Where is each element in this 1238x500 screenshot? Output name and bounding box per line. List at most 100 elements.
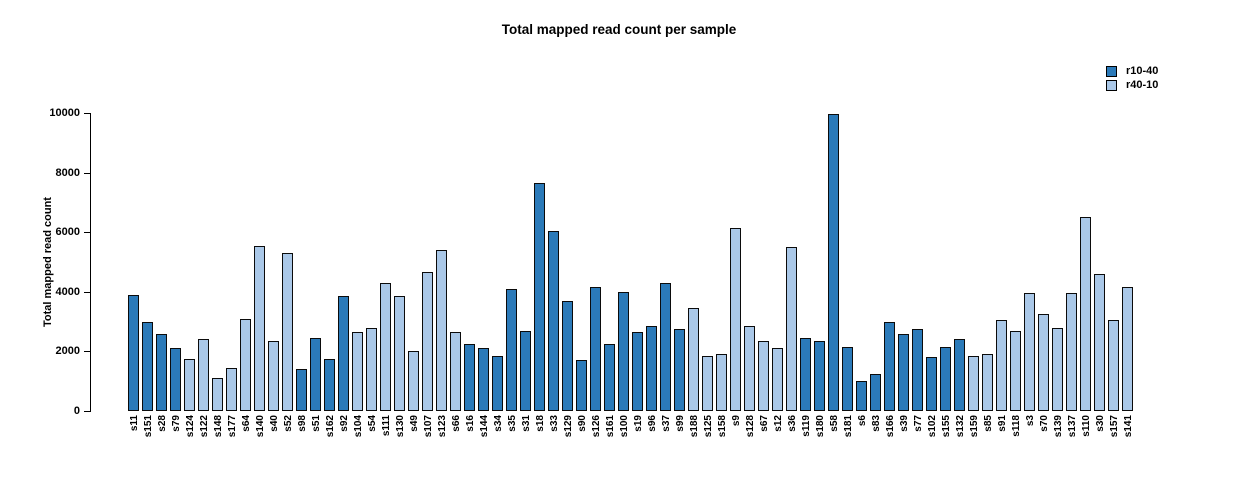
- x-tick-label-s99: s99: [675, 415, 686, 432]
- x-tick-label-s31: s31: [521, 415, 532, 432]
- bar-column: [520, 331, 534, 411]
- bar-s111: [380, 283, 391, 411]
- x-tick-label-s91: s91: [997, 415, 1008, 432]
- bar-s177: [226, 368, 237, 411]
- bar-column: [506, 289, 520, 411]
- bar-s166: [884, 322, 895, 411]
- y-tick-mark: [84, 232, 90, 233]
- bar-s128: [744, 326, 755, 411]
- x-tick-label-s18: s18: [535, 415, 546, 432]
- bar-column: [394, 296, 408, 411]
- y-tick-label: 8000: [55, 167, 80, 179]
- x-label-column: s139: [1052, 415, 1066, 470]
- x-label-column: s19: [632, 415, 646, 470]
- x-label-column: s12: [772, 415, 786, 470]
- bar-s36: [786, 247, 797, 411]
- bar-column: [800, 338, 814, 411]
- x-label-column: s141: [1122, 415, 1136, 470]
- bar-column: [436, 250, 450, 411]
- x-tick-label-s126: s126: [591, 415, 602, 438]
- y-tick-label: 6000: [55, 226, 80, 238]
- y-tick-mark: [84, 173, 90, 174]
- legend-label-r40-10: r40-10: [1126, 78, 1159, 91]
- legend-row-r10-40: r10-40: [1106, 64, 1158, 78]
- bar-s158: [716, 354, 727, 411]
- bar-column: [1038, 314, 1052, 411]
- bar-column: [240, 319, 254, 411]
- x-label-column: s102: [926, 415, 940, 470]
- legend: r10-40 r40-10: [1106, 64, 1158, 92]
- x-tick-label-s188: s188: [689, 415, 700, 438]
- x-tick-label-s79: s79: [171, 415, 182, 432]
- bar-column: [856, 381, 870, 411]
- x-tick-label-s132: s132: [955, 415, 966, 438]
- x-label-column: s123: [436, 415, 450, 470]
- bar-s30: [1094, 274, 1105, 411]
- x-label-column: s35: [506, 415, 520, 470]
- x-label-column: s157: [1108, 415, 1122, 470]
- x-tick-label-s177: s177: [227, 415, 238, 438]
- bar-column: [408, 351, 422, 411]
- x-label-column: s54: [366, 415, 380, 470]
- bar-column: [184, 359, 198, 411]
- x-tick-label-s40: s40: [269, 415, 280, 432]
- bar-s3: [1024, 293, 1035, 411]
- bar-s162: [324, 359, 335, 411]
- bar-s99: [674, 329, 685, 411]
- bar-s122: [198, 339, 209, 411]
- x-tick-label-s104: s104: [353, 415, 364, 438]
- bar-column: [590, 287, 604, 411]
- x-tick-label-s148: s148: [213, 415, 224, 438]
- bar-column: [786, 247, 800, 411]
- bar-column: [660, 283, 674, 411]
- bar-s137: [1066, 293, 1077, 411]
- bar-column: [324, 359, 338, 411]
- x-label-column: s107: [422, 415, 436, 470]
- bar-s28: [156, 334, 167, 411]
- x-tick-label-s37: s37: [661, 415, 672, 432]
- x-tick-label-s36: s36: [787, 415, 798, 432]
- bar-column: [912, 329, 926, 411]
- x-tick-label-s16: s16: [465, 415, 476, 432]
- x-label-column: s99: [674, 415, 688, 470]
- bar-s83: [870, 374, 881, 411]
- x-tick-label-s66: s66: [451, 415, 462, 432]
- bar-column: [170, 348, 184, 411]
- x-label-column: s151: [142, 415, 156, 470]
- x-tick-label-s33: s33: [549, 415, 560, 432]
- x-label-column: s36: [786, 415, 800, 470]
- bar-s155: [940, 347, 951, 411]
- bar-column: [562, 301, 576, 411]
- bar-column: [212, 378, 226, 411]
- x-label-column: s98: [296, 415, 310, 470]
- x-tick-label-s157: s157: [1109, 415, 1120, 438]
- legend-swatch-r40-10-icon: [1106, 79, 1117, 91]
- bar-column: [548, 231, 562, 411]
- bar-column: [296, 369, 310, 411]
- bar-s144: [478, 348, 489, 411]
- bar-s126: [590, 287, 601, 411]
- x-tick-label-s51: s51: [311, 415, 322, 432]
- x-tick-label-s119: s119: [801, 415, 812, 437]
- x-tick-label-s162: s162: [325, 415, 336, 438]
- y-tick-mark: [84, 351, 90, 352]
- chart-title: Total mapped read count per sample: [501, 22, 737, 37]
- y-tick-mark: [84, 292, 90, 293]
- bar-s159: [968, 356, 979, 411]
- x-tick-label-s28: s28: [157, 415, 168, 432]
- bar-s77: [912, 329, 923, 411]
- bar-column: [618, 292, 632, 411]
- x-label-column: s159: [968, 415, 982, 470]
- x-label-column: s119: [800, 415, 814, 470]
- bar-s33: [548, 231, 559, 411]
- x-tick-label-s83: s83: [871, 415, 882, 432]
- x-tick-label-s141: s141: [1123, 415, 1134, 438]
- x-tick-label-s137: s137: [1067, 415, 1078, 438]
- x-label-column: s83: [870, 415, 884, 470]
- x-tick-label-s118: s118: [1011, 415, 1022, 437]
- bar-s34: [492, 356, 503, 411]
- x-tick-label-s139: s139: [1053, 415, 1064, 438]
- bar-s188: [688, 308, 699, 411]
- x-tick-label-s180: s180: [815, 415, 826, 438]
- bar-s100: [618, 292, 629, 411]
